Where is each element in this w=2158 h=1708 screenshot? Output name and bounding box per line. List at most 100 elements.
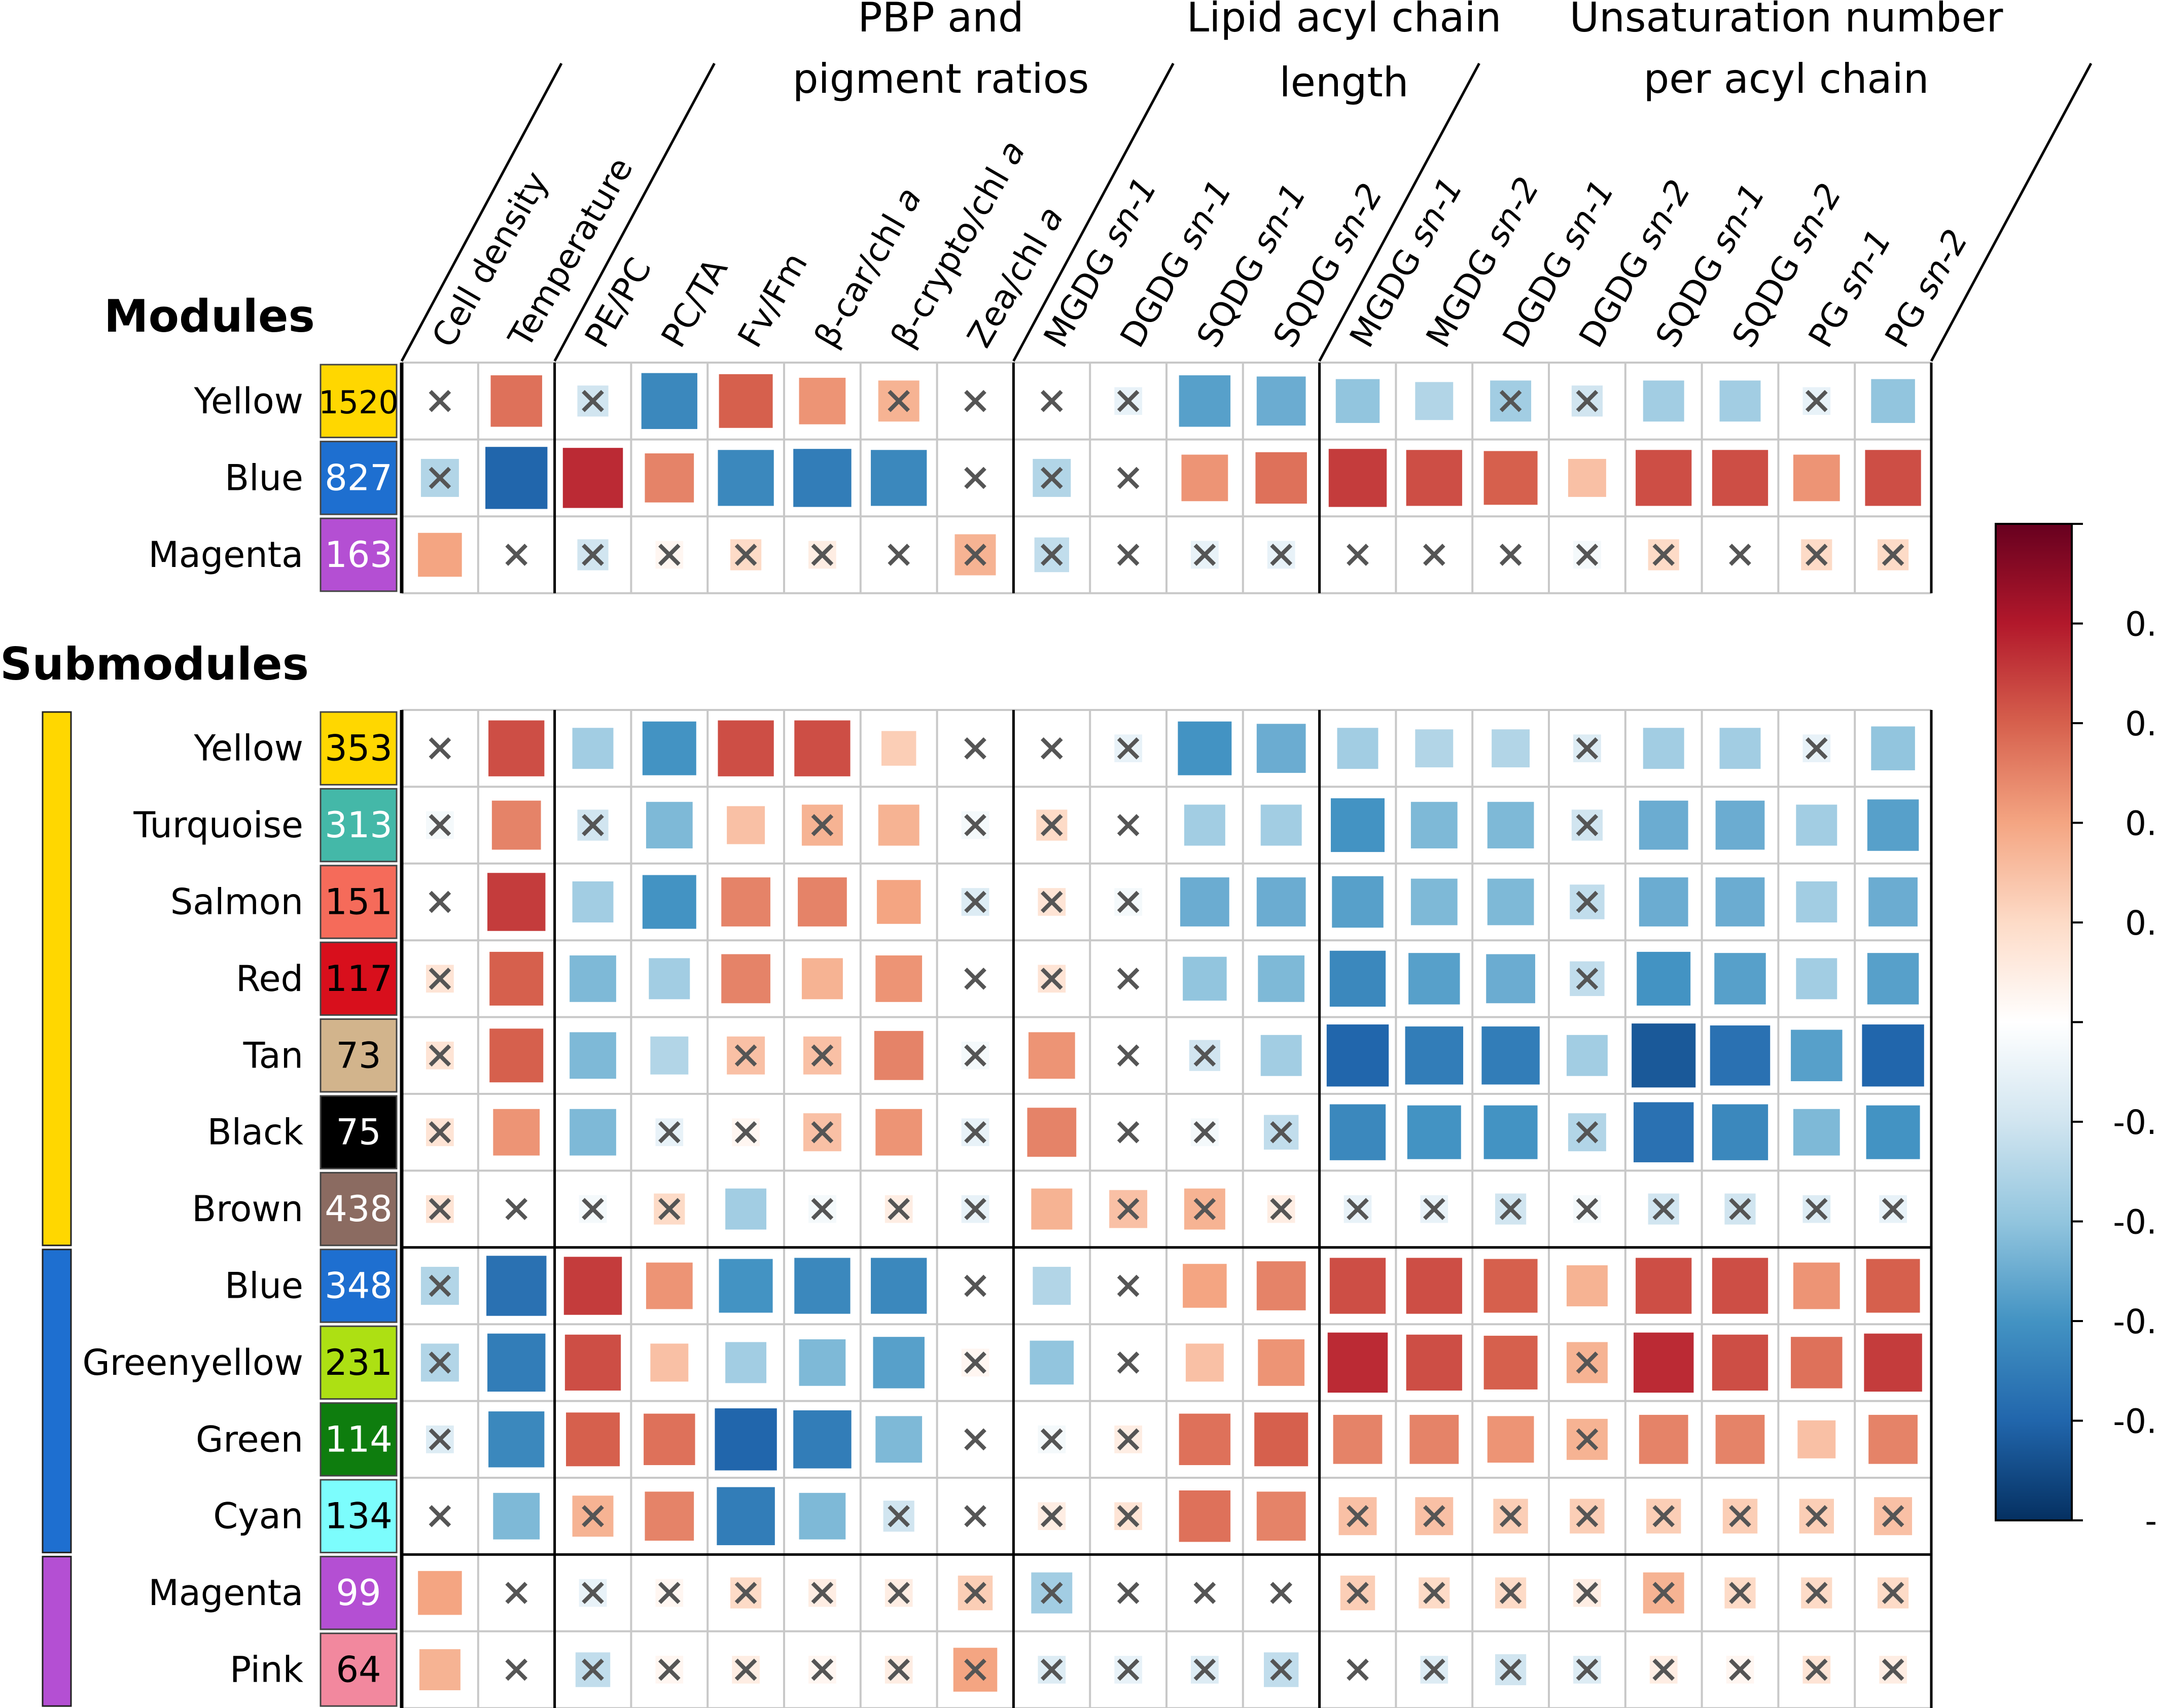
nonsignificant-cross-icon xyxy=(1576,1121,1599,1144)
group-title: pigment ratios xyxy=(793,55,1089,102)
module-size-label: 117 xyxy=(325,958,393,1000)
heatmap-cell xyxy=(487,1333,546,1392)
nonsignificant-cross-icon xyxy=(505,1658,528,1681)
column-label: Fv/Fm xyxy=(730,246,815,354)
nonsignificant-cross-icon xyxy=(1040,891,1063,913)
nonsignificant-cross-icon xyxy=(734,1121,757,1144)
group-title: PBP and xyxy=(858,0,1023,41)
group-divider-diagonal xyxy=(1930,62,2093,362)
nonsignificant-cross-icon xyxy=(811,1198,834,1220)
heatmap-cell xyxy=(871,450,927,506)
colorbar-tick-label: 0.6 xyxy=(2125,704,2158,743)
module-size-label: 73 xyxy=(336,1035,381,1076)
nonsignificant-cross-icon xyxy=(1117,814,1140,836)
heatmap-cell xyxy=(1258,1339,1305,1386)
heatmap-cell xyxy=(794,720,851,776)
column-label-italic: sn-2 xyxy=(1629,173,1699,256)
nonsignificant-cross-icon xyxy=(811,544,834,566)
submodule-group-bar xyxy=(42,1555,72,1707)
row-label: Red xyxy=(236,958,303,1000)
heatmap-cell xyxy=(1415,382,1454,420)
heatmap-cell xyxy=(1408,953,1460,1005)
nonsignificant-cross-icon xyxy=(505,544,528,566)
nonsignificant-cross-icon xyxy=(429,814,451,836)
section-title: Modules xyxy=(104,290,315,342)
heatmap-cell xyxy=(727,806,765,844)
module-color-swatch xyxy=(320,1018,398,1093)
heatmap-cell xyxy=(718,450,774,506)
heatmap-cell xyxy=(801,958,843,1000)
heatmap-cell xyxy=(1796,958,1837,1000)
nonsignificant-cross-icon xyxy=(1576,1582,1599,1604)
nonsignificant-cross-icon xyxy=(658,1658,681,1681)
heatmap-cell xyxy=(1326,1024,1389,1087)
heatmap-cell xyxy=(1409,1414,1459,1464)
heatmap-cell xyxy=(881,731,916,766)
row-label: Green xyxy=(196,1418,303,1460)
nonsignificant-cross-icon xyxy=(429,968,451,990)
heatmap-cell xyxy=(646,802,693,848)
heatmap-cell xyxy=(1183,1264,1227,1308)
nonsignificant-cross-icon xyxy=(1193,544,1216,566)
nonsignificant-cross-icon xyxy=(1117,891,1140,913)
colorbar-tick-label: 0 xyxy=(2157,1004,2158,1043)
nonsignificant-cross-icon xyxy=(1499,1582,1522,1604)
heatmap-cell xyxy=(642,721,696,775)
nonsignificant-cross-icon xyxy=(964,1044,986,1067)
nonsignificant-cross-icon xyxy=(429,1044,451,1067)
module-size-label: 231 xyxy=(325,1342,393,1383)
heatmap-cell xyxy=(1178,721,1232,775)
nonsignificant-cross-icon xyxy=(1117,1658,1140,1681)
nonsignificant-cross-icon xyxy=(888,1198,910,1220)
group-divider-diagonal xyxy=(553,62,716,362)
nonsignificant-cross-icon xyxy=(964,389,986,412)
heatmap-cell xyxy=(1715,1414,1765,1464)
heatmap-cell xyxy=(876,880,921,924)
heatmap-cell xyxy=(799,1339,846,1386)
column-label: PE/PC xyxy=(577,251,659,354)
heatmap-cell xyxy=(1406,1334,1462,1391)
nonsignificant-cross-icon xyxy=(1576,968,1599,990)
heatmap-cell xyxy=(570,1032,616,1079)
module-size-label: 64 xyxy=(336,1649,381,1691)
nonsignificant-cross-icon xyxy=(429,467,451,489)
nonsignificant-cross-icon xyxy=(1423,1658,1445,1681)
nonsignificant-cross-icon xyxy=(888,389,910,412)
heatmap-cell xyxy=(1632,1023,1696,1088)
nonsignificant-cross-icon xyxy=(1270,544,1293,566)
row-label: Salmon xyxy=(170,881,303,923)
nonsignificant-cross-icon xyxy=(1117,389,1140,412)
group-title: length xyxy=(1280,59,1409,106)
nonsignificant-cross-icon xyxy=(1652,544,1675,566)
nonsignificant-cross-icon xyxy=(964,1582,986,1604)
nonsignificant-cross-icon xyxy=(1040,467,1063,489)
heatmap-cell xyxy=(485,447,548,509)
heatmap-cell xyxy=(1030,1340,1074,1385)
heatmap-cell xyxy=(1256,376,1306,426)
heatmap-cell xyxy=(725,1188,767,1230)
row-label: Greenyellow xyxy=(83,1342,303,1383)
heatmap-cell xyxy=(1183,956,1227,1001)
module-color-swatch xyxy=(320,1171,398,1247)
nonsignificant-cross-icon xyxy=(964,1121,986,1144)
module-size-label: 348 xyxy=(325,1265,393,1307)
nonsignificant-cross-icon xyxy=(964,544,986,566)
heatmap-cell xyxy=(1712,1258,1768,1314)
heatmap-cell xyxy=(1637,951,1691,1006)
heatmap-cell xyxy=(793,1410,852,1469)
colorbar-tick-label: -0.8 xyxy=(2113,1402,2158,1441)
module-color-swatch xyxy=(320,941,398,1016)
heatmap-cell xyxy=(875,1416,923,1463)
nonsignificant-cross-icon xyxy=(1193,1044,1216,1067)
nonsignificant-cross-icon xyxy=(734,1582,757,1604)
heatmap-cell xyxy=(641,373,697,429)
nonsignificant-cross-icon xyxy=(429,1274,451,1297)
row-label: Tan xyxy=(243,1035,303,1076)
module-size-label: 313 xyxy=(325,804,393,846)
nonsignificant-cross-icon xyxy=(1193,1121,1216,1144)
nonsignificant-cross-icon xyxy=(1499,544,1522,566)
nonsignificant-cross-icon xyxy=(1270,1198,1293,1220)
nonsignificant-cross-icon xyxy=(505,1198,528,1220)
heatmap-cell xyxy=(1864,1333,1922,1392)
colorbar-tick-label: 1 xyxy=(2157,505,2158,544)
